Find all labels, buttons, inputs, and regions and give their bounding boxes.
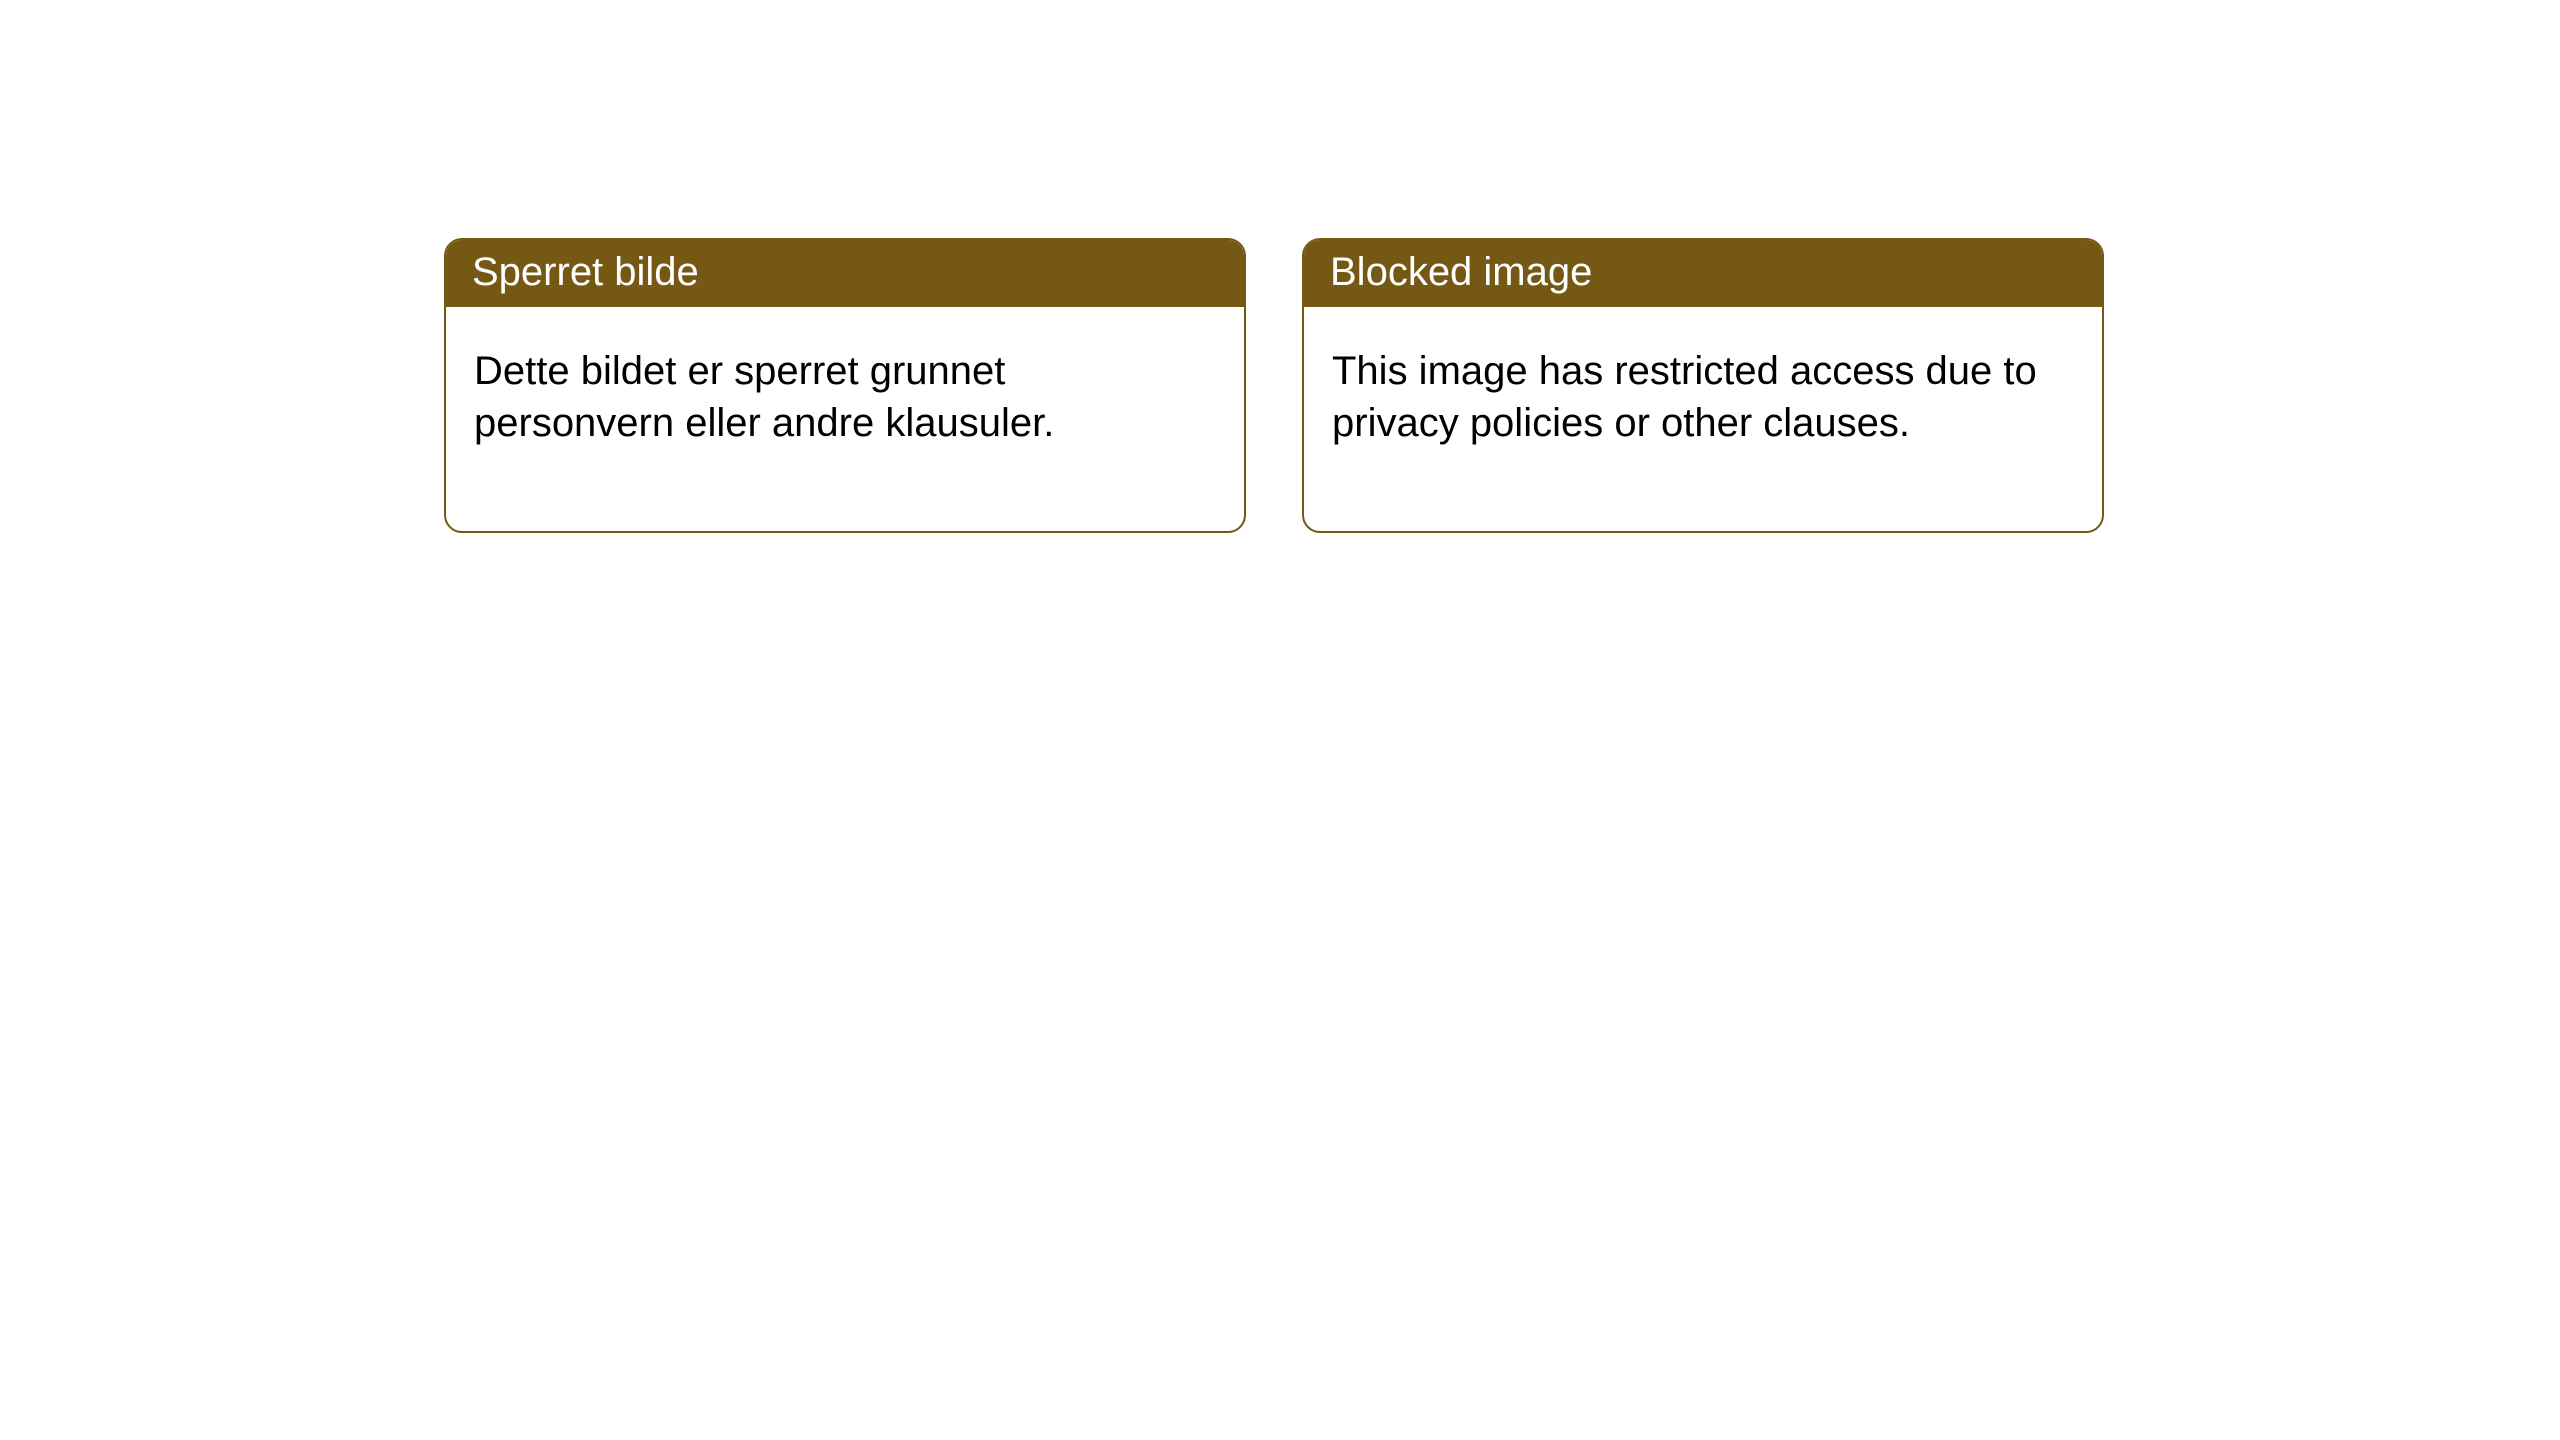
notice-card-english: Blocked image This image has restricted … <box>1302 238 2104 533</box>
notice-body: This image has restricted access due to … <box>1304 307 2102 531</box>
notice-title: Blocked image <box>1330 250 1592 294</box>
notice-message: Dette bildet er sperret grunnet personve… <box>474 349 1054 445</box>
notice-message: This image has restricted access due to … <box>1332 349 2037 445</box>
notice-title: Sperret bilde <box>472 250 699 294</box>
notice-card-norwegian: Sperret bilde Dette bildet er sperret gr… <box>444 238 1246 533</box>
notice-header: Blocked image <box>1304 240 2102 307</box>
notice-header: Sperret bilde <box>446 240 1244 307</box>
notice-container: Sperret bilde Dette bildet er sperret gr… <box>0 0 2560 533</box>
notice-body: Dette bildet er sperret grunnet personve… <box>446 307 1244 531</box>
